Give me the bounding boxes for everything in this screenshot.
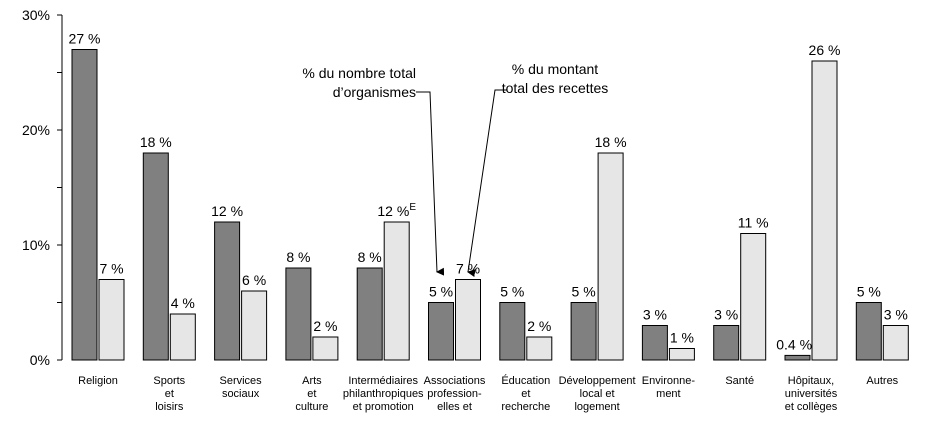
bar bbox=[597, 152, 624, 361]
x-tick-label: Éducation et recherche bbox=[501, 374, 550, 413]
value-label: 7 % bbox=[99, 261, 123, 277]
bar bbox=[526, 336, 553, 361]
bar bbox=[499, 302, 526, 361]
x-tick-label: Associations profession-elles et bbox=[424, 375, 486, 413]
value-label: 4 % bbox=[171, 295, 195, 311]
value-label: 8 % bbox=[358, 249, 382, 265]
value-label: 12 % bbox=[211, 203, 243, 219]
bar bbox=[312, 336, 339, 361]
y-tick-label: 30% bbox=[22, 7, 50, 23]
bar bbox=[570, 302, 597, 361]
x-tick-label: Développement local et logement bbox=[559, 375, 636, 413]
bar bbox=[713, 325, 740, 361]
value-label: 3 % bbox=[714, 307, 738, 323]
value-label: 3 % bbox=[884, 307, 908, 323]
x-tick-label: Santé bbox=[725, 375, 754, 387]
bar bbox=[811, 60, 838, 361]
value-label: 12 %E bbox=[377, 202, 416, 219]
arrow bbox=[467, 89, 507, 277]
value-label: 18 % bbox=[140, 134, 172, 150]
y-tick-label: 0% bbox=[30, 352, 50, 368]
bar bbox=[641, 325, 668, 361]
x-tick-label: Hôpitaux, universités et collèges bbox=[785, 375, 838, 413]
value-label: 5 % bbox=[500, 284, 524, 300]
y-tick-label: 20% bbox=[22, 122, 50, 138]
x-tick-label: Religion bbox=[78, 375, 118, 387]
bar bbox=[882, 325, 909, 361]
value-label: 6 % bbox=[242, 272, 266, 288]
value-label: 11 % bbox=[738, 215, 769, 231]
value-label: 27 % bbox=[69, 31, 101, 47]
bar bbox=[98, 279, 125, 361]
bar bbox=[668, 348, 695, 361]
value-label: 3 % bbox=[643, 307, 667, 323]
bar bbox=[285, 267, 312, 361]
bar bbox=[241, 290, 268, 361]
value-label: 26 % bbox=[809, 42, 841, 58]
legend-label: % du nombre total d’organismes bbox=[302, 65, 416, 100]
bar bbox=[383, 221, 410, 361]
annotations bbox=[416, 89, 507, 277]
x-tick-label: Arts et culture bbox=[295, 375, 328, 413]
x-tick-label: Services sociaux bbox=[220, 375, 263, 400]
value-label: 5 % bbox=[429, 284, 453, 300]
bar bbox=[142, 152, 169, 361]
value-label: 2 % bbox=[313, 318, 337, 334]
x-tick-label: Sports et loisirs bbox=[153, 375, 185, 413]
value-label: 8 % bbox=[286, 249, 310, 265]
x-tick-label: Autres bbox=[866, 375, 898, 387]
y-tick-label: 10% bbox=[22, 237, 50, 253]
value-label: 1 % bbox=[670, 330, 694, 346]
value-label: 7 % bbox=[456, 261, 480, 277]
bar bbox=[740, 233, 767, 361]
value-label: 5 % bbox=[857, 284, 881, 300]
bar bbox=[169, 313, 196, 361]
x-tick-label: Environne-ment bbox=[642, 375, 696, 400]
bar bbox=[784, 354, 811, 361]
bar bbox=[214, 221, 241, 361]
bar bbox=[71, 49, 98, 361]
arrow bbox=[416, 91, 445, 276]
value-label: 18 % bbox=[595, 134, 627, 150]
bar bbox=[356, 267, 383, 361]
bar bbox=[855, 302, 882, 361]
x-tick-label: Intermédiaires philanthropiques et promoti… bbox=[343, 375, 424, 413]
value-label: 2 % bbox=[527, 318, 551, 334]
value-label: 5 % bbox=[572, 284, 596, 300]
bar bbox=[428, 302, 454, 361]
legend-label: % du montant total des recettes bbox=[502, 61, 609, 96]
bar bbox=[455, 279, 481, 361]
